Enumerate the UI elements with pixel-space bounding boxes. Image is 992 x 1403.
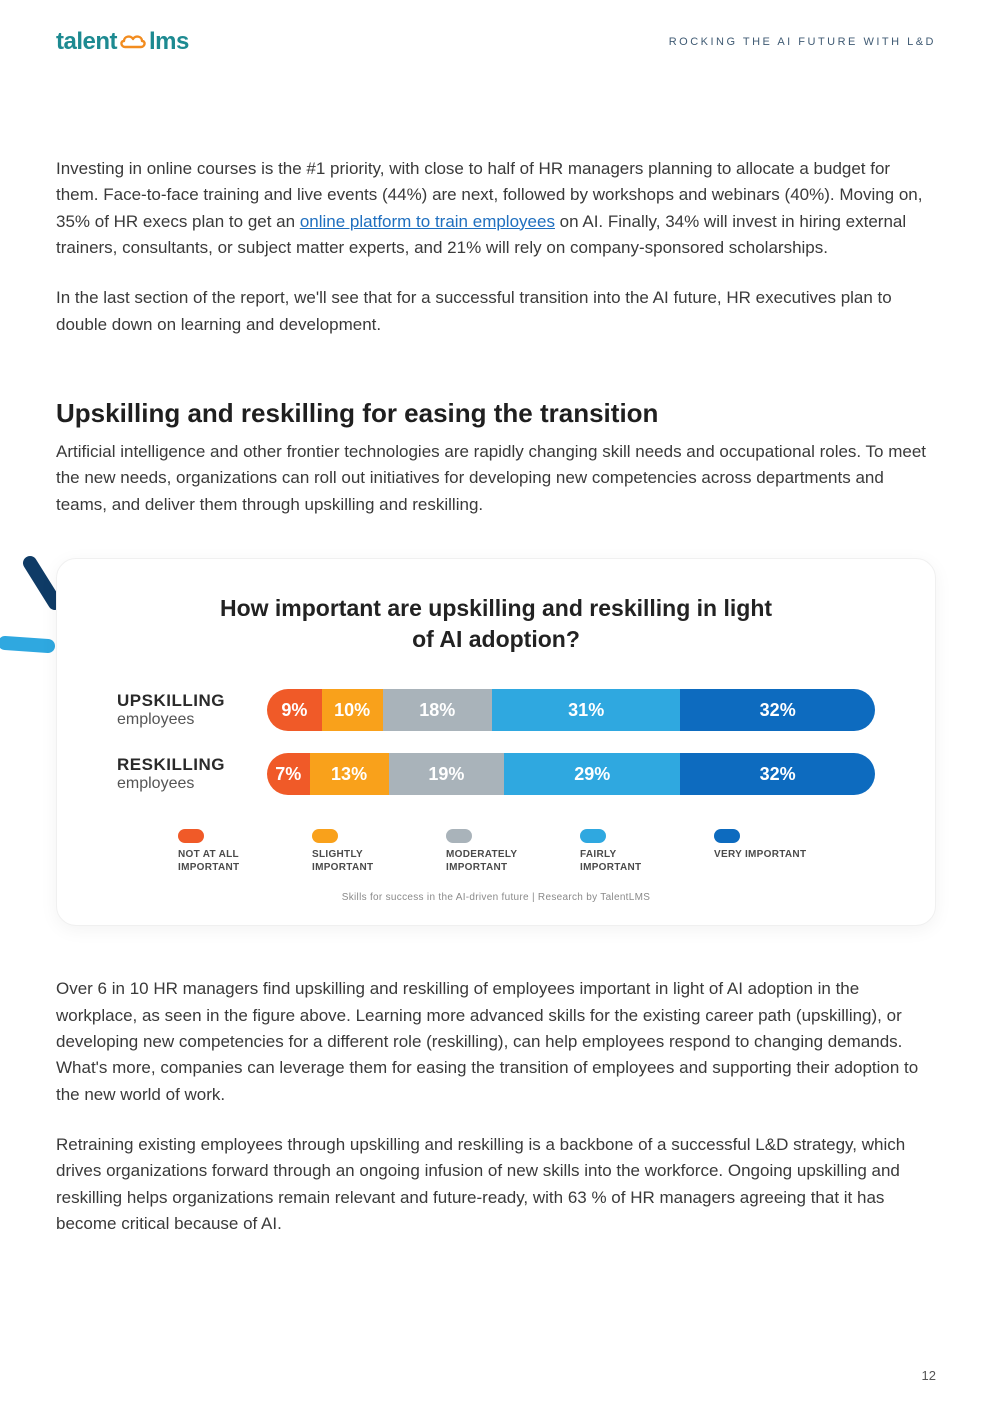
bar-segment: 32% xyxy=(680,689,875,731)
legend-item: SLIGHTLY IMPORTANT xyxy=(312,829,412,874)
bar-segment: 7% xyxy=(267,753,310,795)
bar-label-bottom: employees xyxy=(117,775,255,793)
chart-bars: UPSKILLINGemployees9%10%18%31%32%RESKILL… xyxy=(117,689,875,795)
bar-segment: 9% xyxy=(267,689,322,731)
section-heading: Upskilling and reskilling for easing the… xyxy=(56,398,936,429)
chart-title: How important are upskilling and reskill… xyxy=(216,593,776,655)
legend-swatch xyxy=(312,829,338,843)
logo-text-prefix: talent xyxy=(56,28,117,56)
legend-label: MODERATELY IMPORTANT xyxy=(446,849,546,874)
bar-label-bottom: employees xyxy=(117,711,255,729)
bar-segment: 19% xyxy=(389,753,505,795)
paragraph-3: Artificial intelligence and other fronti… xyxy=(56,439,936,518)
bar-segment: 32% xyxy=(680,753,875,795)
chart-footer: Skills for success in the AI-driven futu… xyxy=(117,892,875,903)
bar-label: RESKILLINGemployees xyxy=(117,755,267,793)
legend-item: VERY IMPORTANT xyxy=(714,829,814,874)
header-tagline: ROCKING THE AI FUTURE WITH L&D xyxy=(669,36,936,48)
page-header: talent lms ROCKING THE AI FUTURE WITH L&… xyxy=(56,28,936,56)
legend-label: NOT AT ALL IMPORTANT xyxy=(178,849,278,874)
legend-item: FAIRLY IMPORTANT xyxy=(580,829,680,874)
legend-swatch xyxy=(580,829,606,843)
chart-panel: How important are upskilling and reskill… xyxy=(56,558,936,926)
bar-row: RESKILLINGemployees7%13%19%29%32% xyxy=(117,753,875,795)
importance-chart: How important are upskilling and reskill… xyxy=(56,558,936,926)
train-platform-link[interactable]: online platform to train employees xyxy=(300,212,555,231)
legend-swatch xyxy=(714,829,740,843)
paragraph-4: Over 6 in 10 HR managers find upskilling… xyxy=(56,976,936,1108)
page-number: 12 xyxy=(922,1368,936,1383)
bar-segment: 13% xyxy=(310,753,389,795)
bar-segment: 31% xyxy=(492,689,680,731)
page-container: talent lms ROCKING THE AI FUTURE WITH L&… xyxy=(0,0,992,1403)
bar-segment: 29% xyxy=(504,753,680,795)
chart-legend: NOT AT ALL IMPORTANT SLIGHTLY IMPORTANT MO… xyxy=(117,829,875,874)
bar-segment: 10% xyxy=(322,689,383,731)
legend-swatch xyxy=(446,829,472,843)
paragraph-1: Investing in online courses is the #1 pr… xyxy=(56,156,936,261)
cloud-icon xyxy=(118,31,148,53)
legend-label: FAIRLY IMPORTANT xyxy=(580,849,680,874)
bar-row: UPSKILLINGemployees9%10%18%31%32% xyxy=(117,689,875,731)
bar-track: 9%10%18%31%32% xyxy=(267,689,875,731)
logo-text-suffix: lms xyxy=(149,28,189,56)
legend-label: VERY IMPORTANT xyxy=(714,849,806,862)
bar-label: UPSKILLINGemployees xyxy=(117,691,267,729)
logo: talent lms xyxy=(56,28,189,56)
bar-label-top: UPSKILLING xyxy=(117,691,255,711)
paragraph-2: In the last section of the report, we'll… xyxy=(56,285,936,338)
legend-label: SLIGHTLY IMPORTANT xyxy=(312,849,412,874)
paragraph-5: Retraining existing employees through up… xyxy=(56,1132,936,1237)
legend-swatch xyxy=(178,829,204,843)
bar-segment: 18% xyxy=(383,689,492,731)
legend-item: NOT AT ALL IMPORTANT xyxy=(178,829,278,874)
bar-label-top: RESKILLING xyxy=(117,755,255,775)
bar-track: 7%13%19%29%32% xyxy=(267,753,875,795)
legend-item: MODERATELY IMPORTANT xyxy=(446,829,546,874)
